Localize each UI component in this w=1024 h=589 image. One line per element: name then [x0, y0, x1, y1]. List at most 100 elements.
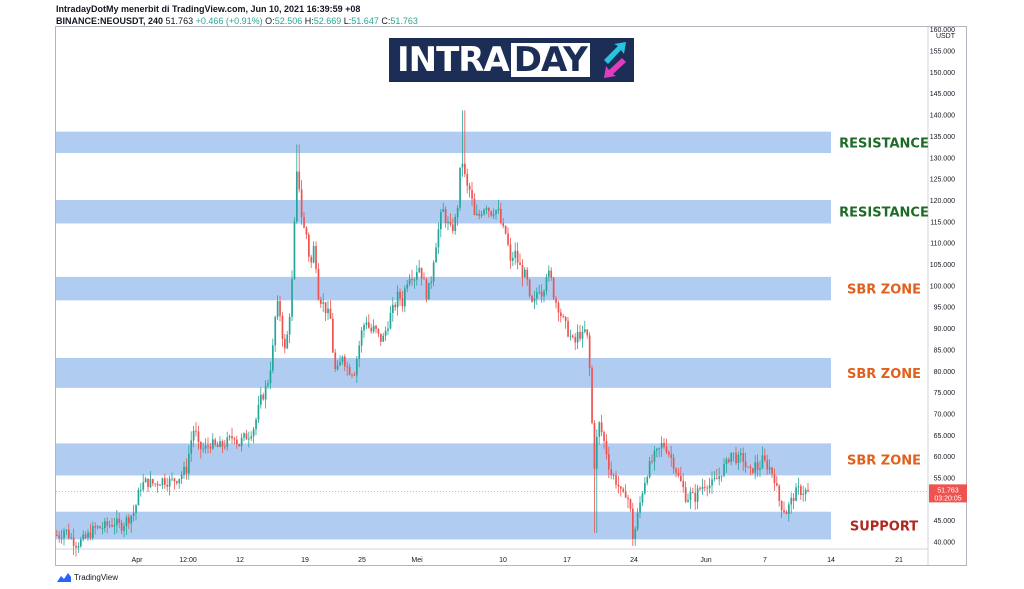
candle-body — [759, 468, 761, 470]
candle-body — [778, 485, 781, 502]
y-tick-label: 65.000 — [934, 433, 956, 440]
y-tick-label: 110.000 — [930, 241, 955, 248]
candle-body — [473, 198, 476, 215]
candle-body — [77, 546, 80, 548]
candle-body — [216, 444, 219, 447]
y-tick-label: 75.000 — [934, 390, 956, 397]
candle-body — [502, 223, 505, 227]
candle-body — [192, 430, 195, 441]
candle-body — [322, 302, 325, 304]
candle-body — [476, 213, 478, 215]
candle-body — [704, 486, 706, 488]
candle-body — [514, 250, 517, 259]
candle-body — [804, 489, 807, 494]
candle-body — [456, 208, 459, 218]
candle-body — [524, 269, 526, 278]
candle-body — [140, 489, 142, 491]
candle-body — [495, 210, 497, 215]
candle-body — [82, 534, 85, 540]
x-tick-label: Mei — [411, 557, 423, 564]
candle-body — [159, 485, 161, 486]
candle-body — [790, 497, 793, 505]
candle-body — [245, 433, 248, 440]
candle-body — [653, 450, 656, 462]
candle-body — [737, 454, 740, 464]
candle-body — [384, 330, 387, 336]
candle-body — [740, 453, 742, 455]
y-tick-label: 55.000 — [934, 476, 956, 483]
candle-body — [464, 163, 466, 174]
candle-body — [377, 328, 380, 334]
candle-body — [339, 361, 341, 366]
tradingview-logo-icon — [57, 573, 71, 582]
candle-body — [708, 485, 711, 489]
candle-body — [468, 185, 471, 190]
candle-body — [754, 462, 757, 473]
ohlc-line: BINANCE:NEOUSDT, 240 51.763 +0.466 (+0.9… — [56, 16, 418, 26]
candle-body — [658, 448, 661, 450]
candle-body — [154, 483, 157, 485]
candle-body — [363, 325, 365, 331]
candle-body — [480, 214, 483, 216]
candle-body — [461, 163, 464, 168]
candle-body — [204, 445, 207, 449]
candle-body — [272, 345, 274, 371]
candle-body — [620, 486, 622, 489]
candle-body — [106, 521, 109, 526]
candle-body — [178, 478, 181, 484]
candle-body — [665, 446, 668, 453]
y-tick-label: 130.000 — [930, 155, 955, 162]
candle-body — [240, 437, 243, 447]
candle-body — [111, 524, 113, 527]
candle-body — [442, 209, 445, 212]
candle-body — [320, 299, 322, 304]
candle-body — [197, 431, 200, 443]
candle-body — [584, 329, 586, 332]
y-tick-label: 85.000 — [934, 347, 956, 354]
candle-body — [562, 316, 565, 317]
low-value: 51.647 — [351, 16, 379, 26]
candle-body — [356, 358, 358, 376]
candle-body — [63, 530, 65, 539]
candle-body — [219, 441, 221, 447]
candle-body — [416, 272, 418, 280]
candle-body — [382, 335, 385, 342]
logo-arrows-icon — [604, 42, 626, 78]
candle-body — [336, 365, 339, 370]
candle-body — [209, 446, 212, 449]
candle-body — [274, 316, 277, 346]
y-tick-label: 115.000 — [930, 219, 955, 226]
candle-body — [785, 512, 788, 515]
candle-body — [543, 291, 545, 297]
low-label: L: — [343, 16, 352, 26]
candle-body — [600, 422, 603, 433]
candle-body — [200, 442, 202, 450]
candle-body — [149, 479, 152, 488]
candle-body — [696, 488, 699, 502]
y-tick-label: 140.000 — [930, 113, 955, 120]
candle-body — [113, 525, 116, 527]
y-tick-label: 120.000 — [930, 198, 955, 205]
candle-body — [802, 493, 805, 495]
y-tick-label: 40.000 — [934, 540, 956, 547]
candle-body — [120, 522, 123, 531]
close-label: C: — [381, 16, 391, 26]
zone-label: SBR ZONE — [847, 283, 921, 298]
candle-body — [168, 478, 171, 487]
tradingview-footer[interactable]: TradingView — [57, 573, 118, 582]
candle-body — [233, 438, 236, 440]
candle-body — [639, 502, 641, 513]
candle-body — [142, 482, 145, 490]
candle-body — [96, 526, 99, 528]
candle-body — [137, 490, 140, 506]
candle-body — [512, 258, 514, 261]
candle-body — [281, 315, 284, 339]
candle-body — [593, 422, 596, 469]
candle-body — [540, 291, 543, 297]
candle-body — [677, 472, 680, 476]
candle-body — [92, 526, 94, 538]
candle-body — [574, 336, 577, 343]
candle-body — [84, 534, 87, 538]
candle-body — [519, 262, 521, 266]
